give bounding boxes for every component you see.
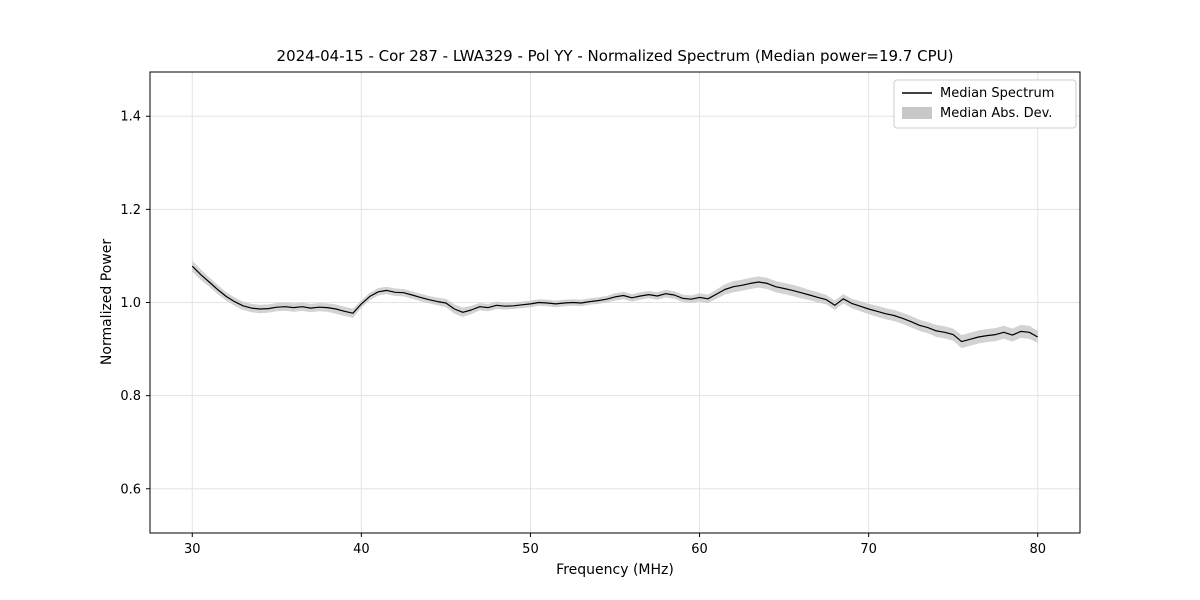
- x-axis-label: Frequency (MHz): [556, 562, 674, 578]
- y-tick-label: 1.0: [120, 296, 141, 311]
- median-spectrum-line: [191, 265, 1038, 343]
- legend-label-mad: Median Abs. Dev.: [940, 106, 1052, 121]
- mad-band: [192, 260, 1038, 349]
- y-axis-label: Normalized Power: [99, 238, 115, 366]
- x-tick-label: 80: [1029, 542, 1046, 557]
- x-tick-label: 30: [184, 542, 201, 557]
- x-tick-label: 70: [860, 542, 877, 557]
- y-tick-label: 0.8: [120, 389, 141, 404]
- x-tick-label: 40: [353, 542, 370, 557]
- legend-box: [893, 79, 1077, 129]
- y-tick-label: 1.2: [120, 203, 141, 218]
- legend-label-median-spectrum: Median Spectrum: [940, 86, 1054, 101]
- y-tick-label: 1.4: [120, 110, 141, 125]
- x-tick-label: 50: [522, 542, 539, 557]
- x-tick-label: 60: [691, 542, 708, 557]
- axis-ticks: 30 40 50 60 70 80 0.6 0.8 1.0 1.2 1.4: [120, 110, 1046, 557]
- legend-band-sample: [902, 107, 932, 119]
- grid-lines: [150, 72, 1080, 533]
- y-tick-label: 0.6: [120, 482, 141, 497]
- legend: Median Spectrum Median Abs. Dev.: [893, 79, 1077, 129]
- chart-title: 2024-04-15 - Cor 287 - LWA329 - Pol YY -…: [276, 47, 954, 65]
